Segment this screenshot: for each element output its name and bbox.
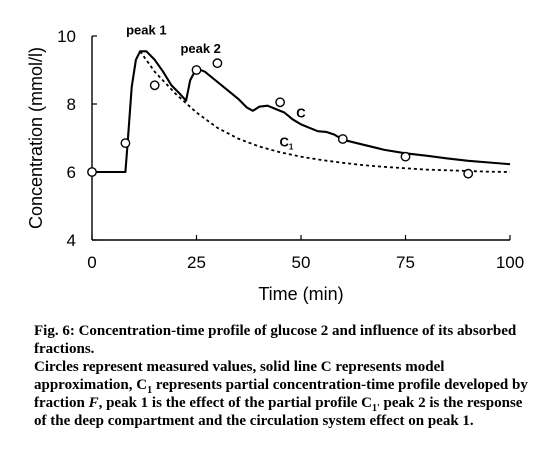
caption-title: Fig. 6: Concentration-time profile of gl… xyxy=(34,323,517,357)
x-tick-label: 50 xyxy=(292,253,311,272)
y-tick-label: 10 xyxy=(57,27,76,46)
y-tick-label: 8 xyxy=(67,95,76,114)
caption-body: Circles represent measured values, solid… xyxy=(34,358,534,430)
measured-point xyxy=(400,151,411,162)
measured-point xyxy=(212,58,223,69)
caption-line2: represents partial concentration-time pr… xyxy=(34,377,528,411)
measured-point xyxy=(87,167,97,177)
annotation-label: C xyxy=(296,106,306,121)
caption-line3: , peak 1 is the effect of the partial pr… xyxy=(98,395,373,411)
caption-line3-sub: 1' xyxy=(372,403,380,414)
caption-line2-italic: F xyxy=(88,395,99,411)
measured-point xyxy=(149,80,160,91)
caption-line1-sub: 1 xyxy=(147,385,153,396)
measured-point xyxy=(463,168,474,179)
caption-line4: peak 2 is the response of the deep compa… xyxy=(34,395,523,429)
concentration-chart: 0 25 50 75 100 4 6 8 10 peak 1 peak 2 CC1 Time (mi… xyxy=(26,22,524,304)
annotation-label: peak 2 xyxy=(180,41,220,56)
axes: 0 25 50 75 100 4 6 8 10 xyxy=(57,27,524,272)
marker-layer xyxy=(87,58,474,179)
x-tick-label: 0 xyxy=(87,253,96,272)
x-axis-title: Time (min) xyxy=(258,284,343,304)
x-tick-label: 75 xyxy=(396,253,415,272)
series-layer xyxy=(92,50,511,174)
series-c-line xyxy=(92,50,511,174)
y-tick-label: 4 xyxy=(67,231,76,250)
annotation-label: peak 1 xyxy=(126,22,166,37)
measured-point xyxy=(191,65,202,75)
measured-point xyxy=(337,134,348,144)
measured-point xyxy=(120,138,131,149)
x-tick-label: 100 xyxy=(496,253,524,272)
annotation-subscript: 1 xyxy=(289,143,294,152)
measured-point xyxy=(275,97,285,108)
annotation-label: C1 xyxy=(279,135,293,152)
y-axis-title: Concentration (mmol/l) xyxy=(26,47,46,229)
caption-line1: Circles represent measured values, solid… xyxy=(34,359,445,393)
x-tick-label: 25 xyxy=(187,253,206,272)
y-tick-label: 6 xyxy=(67,163,76,182)
figure-caption: Fig. 6: Concentration-time profile of gl… xyxy=(34,322,534,430)
